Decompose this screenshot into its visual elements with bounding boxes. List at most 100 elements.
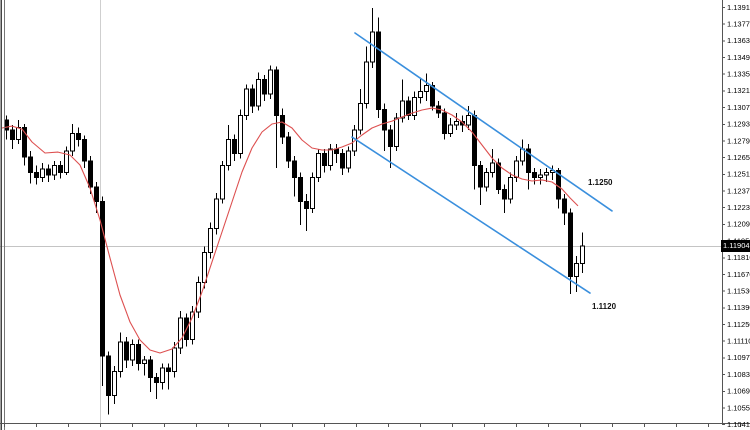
candle-body	[232, 138, 237, 155]
candle-body	[4, 119, 9, 131]
candle-body	[310, 176, 315, 209]
candle-body	[382, 109, 387, 131]
candle-body	[190, 311, 195, 341]
y-axis-label: 1.12930	[727, 120, 750, 129]
candle-body	[22, 126, 27, 158]
candle-body	[82, 138, 87, 162]
candle-body	[496, 162, 501, 190]
candle-body	[106, 355, 111, 397]
candle-body	[538, 174, 543, 178]
candle-body	[130, 343, 135, 361]
y-axis-label: 1.11670	[727, 270, 750, 279]
candle-body	[28, 156, 33, 174]
y-axis-label: 1.12090	[727, 220, 750, 229]
candle-body	[526, 148, 531, 174]
candle-body	[316, 153, 321, 178]
candle-body	[40, 168, 45, 178]
candle-body	[16, 126, 21, 140]
candle-body	[238, 114, 243, 155]
candle-body	[376, 31, 381, 111]
candle-body	[274, 69, 279, 116]
candle-body	[454, 120, 459, 126]
y-axis-label: 1.10410	[727, 420, 750, 429]
candle-body	[124, 341, 129, 361]
candle-body	[322, 153, 327, 167]
y-axis-label: 1.10830	[727, 370, 750, 379]
current-price-tag: 1.11904	[721, 240, 750, 252]
candle-body	[34, 172, 39, 178]
candle-body	[94, 186, 99, 202]
candle-body	[448, 124, 453, 134]
candle-body	[244, 88, 249, 116]
candle-body	[58, 165, 63, 174]
y-axis-label: 1.13630	[727, 36, 750, 45]
candle-body	[280, 114, 285, 138]
candle-body	[580, 245, 585, 264]
channel-lower-line[interactable]	[351, 136, 591, 294]
price-annotation-1250: 1.1250	[588, 178, 613, 187]
candle-body	[304, 200, 309, 209]
candle-body	[340, 153, 345, 169]
candle-body	[394, 117, 399, 147]
candle-body	[568, 212, 573, 277]
candle-body	[442, 112, 447, 134]
candle-body	[88, 160, 93, 188]
y-axis-label: 1.11810	[727, 253, 750, 262]
y-axis-label: 1.13910	[727, 3, 750, 12]
candle-body	[250, 88, 255, 107]
candle-body	[118, 341, 123, 373]
candle-body	[478, 165, 483, 188]
moving-average-line	[1, 107, 579, 354]
candle-body	[418, 91, 423, 99]
candle-body	[406, 100, 411, 116]
candle-body	[100, 200, 105, 357]
candle-body	[364, 61, 369, 105]
y-axis-label: 1.11110	[727, 337, 750, 346]
candle-body	[154, 377, 159, 383]
candle-body	[64, 150, 69, 174]
channel-upper-line[interactable]	[354, 32, 613, 212]
candle-body	[298, 176, 303, 202]
candle-body	[178, 317, 183, 349]
candle-body	[502, 188, 507, 200]
y-axis-label: 1.12650	[727, 153, 750, 162]
candle-body	[70, 132, 75, 152]
candle-body	[358, 103, 363, 131]
candle-body	[388, 129, 393, 147]
y-axis-label: 1.13770	[727, 19, 750, 28]
candle-body	[328, 148, 333, 167]
candle-body	[544, 172, 549, 176]
y-axis-label: 1.11530	[727, 286, 750, 295]
candle-body	[214, 198, 219, 230]
candle-body	[346, 150, 351, 169]
candle-body	[76, 132, 81, 140]
y-axis-label: 1.12790	[727, 136, 750, 145]
candle-body	[532, 172, 537, 178]
candle-body	[202, 252, 207, 283]
y-axis-label: 1.13210	[727, 86, 750, 95]
candle-body	[508, 176, 513, 200]
y-axis-label: 1.12230	[727, 203, 750, 212]
candle-body	[142, 359, 147, 364]
candle-body	[112, 371, 117, 397]
candle-body	[400, 100, 405, 119]
y-axis-label: 1.12510	[727, 170, 750, 179]
candle-body	[268, 69, 273, 95]
candle-body	[424, 85, 429, 93]
candle-body	[220, 165, 225, 200]
candle-body	[160, 367, 165, 383]
y-axis-label: 1.13490	[727, 53, 750, 62]
y-axis-label: 1.13070	[727, 103, 750, 112]
candle-body	[52, 165, 57, 176]
y-axis-label: 1.10970	[727, 353, 750, 362]
candle-body	[10, 129, 15, 140]
y-axis-label: 1.10550	[727, 403, 750, 412]
y-axis-label: 1.11390	[727, 303, 750, 312]
candle-body	[292, 160, 297, 178]
candle-body	[466, 114, 471, 126]
candle-body	[472, 114, 477, 167]
y-axis-label: 1.12370	[727, 186, 750, 195]
price-annotation-1120: 1.1120	[592, 302, 617, 311]
